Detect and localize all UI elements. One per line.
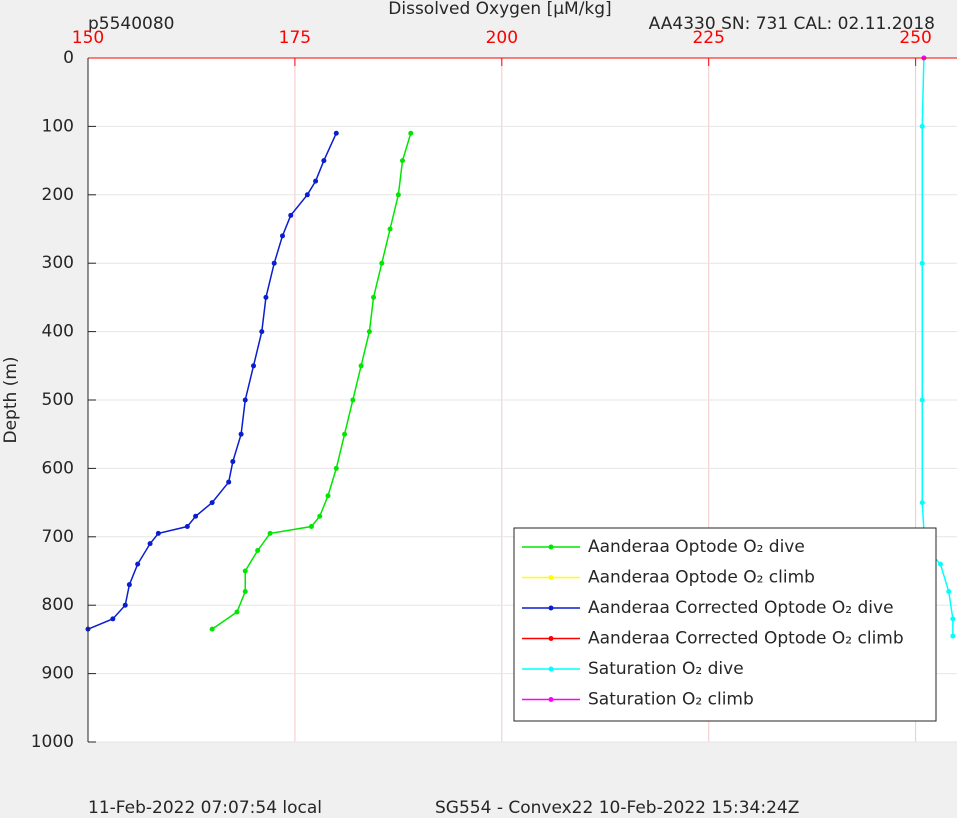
data-point: [251, 363, 257, 369]
x-tick-label: 175: [279, 28, 311, 48]
legend-box: [513, 527, 937, 722]
footer-left: 11-Feb-2022 07:07:54 local: [88, 798, 322, 818]
data-point: [308, 524, 314, 530]
footer-right: SG554 - Convex22 10-Feb-2022 15:34:24Z: [435, 798, 799, 818]
legend-marker: [548, 697, 554, 702]
data-point: [238, 431, 244, 437]
x-tick-label: 225: [692, 28, 724, 48]
x-tick-label: 250: [899, 28, 931, 48]
data-point: [226, 479, 232, 485]
data-point: [135, 561, 141, 567]
y-axis-label: Depth (m): [1, 356, 21, 443]
legend-label: Aanderaa Optode O₂ climb: [588, 568, 815, 588]
data-point: [259, 329, 265, 335]
y-tick-label: 800: [42, 595, 74, 615]
legend-label: Saturation O₂ climb: [588, 690, 754, 710]
data-point: [371, 294, 377, 300]
chart-title: Dissolved Oxygen [μM/kg]: [388, 0, 611, 19]
data-point: [279, 233, 285, 239]
data-point: [184, 524, 190, 530]
data-point: [230, 459, 236, 465]
data-point: [193, 513, 199, 519]
x-tick-label: 200: [486, 28, 518, 48]
data-point: [234, 609, 240, 615]
legend-marker: [548, 575, 554, 580]
data-point: [267, 530, 273, 536]
data-point: [155, 530, 161, 536]
data-point: [126, 582, 132, 588]
data-point: [919, 123, 925, 129]
data-point: [919, 260, 925, 266]
data-point: [937, 561, 943, 567]
data-point: [395, 192, 401, 198]
y-tick-label: 300: [42, 253, 74, 273]
data-point: [399, 158, 405, 164]
data-point: [242, 568, 248, 574]
x-tick-label: 150: [72, 28, 104, 48]
legend-label: Aanderaa Corrected Optode O₂ climb: [588, 629, 904, 649]
legend-marker: [548, 544, 554, 550]
data-point: [122, 602, 128, 608]
legend: Aanderaa Optode O₂ dive Aanderaa Optode O…: [513, 527, 937, 722]
y-tick-label: 400: [42, 322, 74, 342]
data-point: [350, 397, 356, 403]
data-point: [358, 363, 364, 369]
y-tick-label: 100: [42, 116, 74, 136]
data-point: [387, 226, 393, 232]
data-point: [209, 500, 215, 506]
y-tick-label: 700: [42, 527, 74, 547]
y-tick-label: 900: [42, 664, 74, 684]
y-tick-label: 200: [42, 185, 74, 205]
series-line: [87, 132, 337, 630]
data-point: [333, 130, 339, 136]
data-point: [321, 158, 327, 164]
data-point: [304, 192, 310, 198]
data-point: [408, 130, 414, 136]
data-point: [317, 513, 323, 519]
data-point: [271, 260, 277, 266]
top-right-text: AA4330 SN: 731 CAL: 02.11.2018: [649, 14, 935, 34]
data-point: [242, 589, 248, 595]
legend-label: Aanderaa Corrected Optode O₂ dive: [588, 598, 894, 618]
data-point: [110, 616, 116, 622]
y-tick-label: 1000: [31, 732, 74, 752]
data-point: [342, 431, 348, 437]
top-left-text: p5540080: [88, 14, 175, 34]
data-point: [242, 397, 248, 403]
series-line: [211, 133, 412, 630]
y-tick-label: 500: [42, 390, 74, 410]
legend-label: Aanderaa Optode O₂ dive: [588, 537, 805, 557]
data-point: [950, 633, 956, 639]
data-point: [950, 616, 956, 622]
data-point: [366, 329, 372, 335]
data-point: [255, 547, 261, 553]
y-tick-label: 600: [42, 458, 74, 478]
legend-marker: [548, 605, 554, 611]
y-tick-label: 0: [63, 48, 74, 68]
data-point: [325, 493, 331, 499]
data-point: [263, 294, 269, 300]
data-point: [946, 589, 952, 595]
data-point: [919, 500, 925, 506]
data-point: [919, 397, 925, 403]
legend-marker: [548, 636, 554, 641]
data-point: [209, 626, 215, 632]
legend-label: Saturation O₂ dive: [588, 659, 744, 679]
data-point: [313, 178, 319, 184]
data-point: [147, 541, 153, 547]
data-point: [333, 465, 339, 471]
data-point: [379, 260, 385, 266]
data-point: [288, 212, 294, 218]
legend-marker: [548, 666, 554, 672]
